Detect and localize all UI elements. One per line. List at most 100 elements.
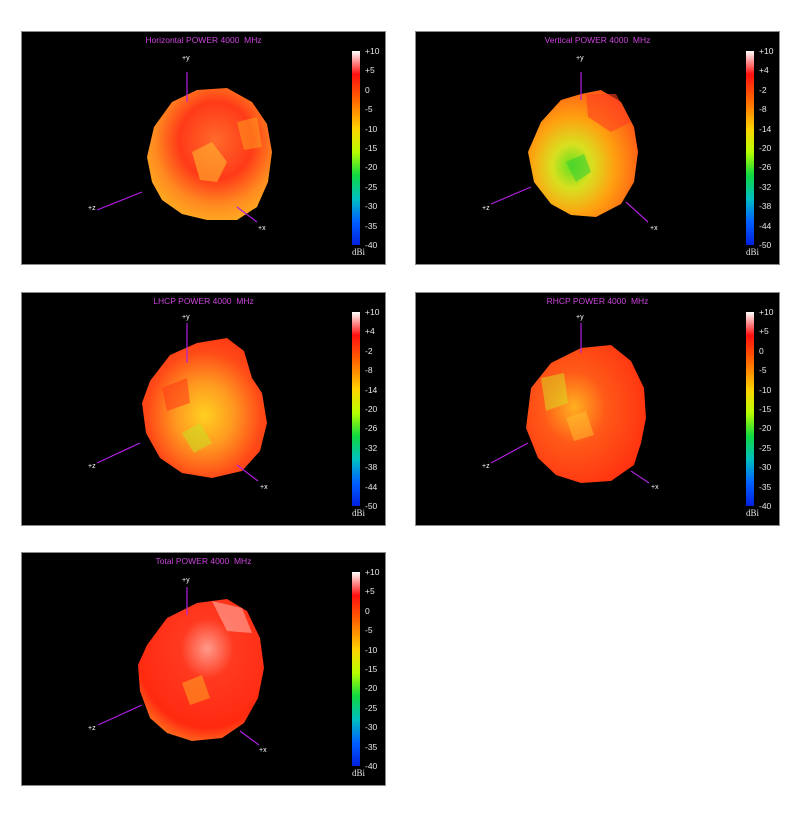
x-axis-line [625, 201, 649, 223]
colorbar-tick: -35 [759, 482, 772, 492]
colorbar-tick: -25 [365, 703, 378, 713]
panel-vertical: Vertical POWER 4000 MHz +y +z +x +10 +4 … [415, 31, 780, 265]
colorbar-tick: -15 [365, 664, 378, 674]
z-axis-line [96, 191, 143, 211]
colorbar-tick: -35 [365, 221, 378, 231]
pattern-highlight [212, 601, 252, 633]
colorbar-tick: -38 [759, 201, 772, 211]
x-axis-line [630, 470, 650, 484]
colorbar-tick: -10 [759, 385, 772, 395]
pattern-highlight [182, 423, 212, 453]
z-axis-label: +z [482, 463, 490, 470]
colorbar-tick: -32 [759, 182, 772, 192]
colorbar-tick: -26 [365, 423, 378, 433]
colorbar-tick: -15 [365, 143, 378, 153]
pattern-surface [142, 338, 267, 478]
colorbar-tick: -5 [365, 104, 373, 114]
colorbar-unit: dBi [352, 768, 366, 778]
y-axis-label: +y [182, 577, 190, 584]
colorbar-unit: dBi [746, 508, 760, 518]
y-axis-label: +y [182, 314, 190, 321]
pattern-highlight [566, 411, 594, 441]
colorbar-tick: -44 [759, 221, 772, 231]
colorbar-tick: -38 [365, 462, 378, 472]
colorbar [352, 312, 360, 506]
pattern-highlight [566, 154, 591, 182]
colorbar-tick: -44 [365, 482, 378, 492]
colorbar-tick: -40 [759, 501, 772, 511]
y-axis-label: +y [576, 314, 584, 321]
panel-lhcp: LHCP POWER 4000 MHz +y +z +x +10 +4 -2 -… [21, 292, 386, 526]
colorbar-tick: +4 [365, 326, 375, 336]
colorbar-tick: -10 [365, 645, 378, 655]
colorbar-tick: +4 [759, 65, 769, 75]
colorbar-tick: -5 [759, 365, 767, 375]
panel-total: Total POWER 4000 MHz +y +z +x +10 +5 0 -… [21, 552, 386, 786]
pattern-highlight [237, 117, 262, 150]
pattern-highlight [541, 373, 568, 411]
colorbar-tick: -15 [759, 404, 772, 414]
colorbar-tick: -20 [759, 143, 772, 153]
colorbar-tick: -50 [365, 501, 378, 511]
colorbar-tick: +5 [365, 65, 375, 75]
colorbar-tick: -2 [365, 346, 373, 356]
colorbar-tick: 0 [759, 346, 764, 356]
colorbar-unit: dBi [746, 247, 760, 257]
colorbar-tick: -50 [759, 240, 772, 250]
colorbar [352, 572, 360, 766]
x-axis-label: +x [260, 484, 268, 491]
colorbar-tick: -25 [365, 182, 378, 192]
x-axis-label: +x [258, 225, 266, 232]
panel-horizontal: Horizontal POWER 4000 MHz +y +z +x +10 +… [21, 31, 386, 265]
colorbar-tick: -20 [365, 162, 378, 172]
panel-rhcp: RHCP POWER 4000 MHz +y +z +x +10 +5 0 -5… [415, 292, 780, 526]
panel-title: Vertical POWER 4000 MHz [544, 35, 651, 45]
x-axis-line [236, 464, 259, 482]
colorbar-tick: -8 [759, 104, 767, 114]
z-axis-label: +z [88, 725, 96, 732]
colorbar [746, 312, 754, 506]
colorbar-unit: dBi [352, 508, 366, 518]
colorbar-tick: -8 [365, 365, 373, 375]
pattern-3d: +y +z +x [88, 314, 268, 491]
colorbar-tick: -5 [365, 625, 373, 635]
x-axis-label: +x [651, 484, 659, 491]
colorbar-tick: -32 [365, 443, 378, 453]
colorbar-tick: +10 [759, 46, 774, 56]
pattern-highlight [182, 675, 210, 705]
panel-title: Total POWER 4000 MHz [155, 556, 252, 566]
panel-title: LHCP POWER 4000 MHz [153, 296, 254, 306]
colorbar-tick: -30 [759, 462, 772, 472]
colorbar-tick: +10 [365, 46, 380, 56]
colorbar-tick: +10 [759, 307, 774, 317]
x-axis-line [239, 730, 260, 746]
x-axis-label: +x [259, 747, 267, 754]
pattern-surface [138, 599, 264, 741]
colorbar-unit: dBi [352, 247, 366, 257]
z-axis-line [490, 442, 529, 464]
colorbar-tick: -30 [365, 722, 378, 732]
pattern-3d: +y +z +x [482, 314, 659, 491]
colorbar-tick: -20 [365, 404, 378, 414]
colorbar-tick: 0 [365, 606, 370, 616]
colorbar-tick: +10 [365, 307, 380, 317]
colorbar-tick: -10 [365, 124, 378, 134]
colorbar [746, 51, 754, 245]
colorbar-tick: -40 [365, 761, 378, 771]
pattern-highlight [192, 142, 227, 182]
pattern-highlight [586, 94, 631, 132]
pattern-3d: +y +z +x [482, 55, 658, 232]
colorbar-tick: 0 [365, 85, 370, 95]
colorbar-tick: -20 [365, 683, 378, 693]
colorbar-tick: -14 [759, 124, 772, 134]
z-axis-line [490, 186, 532, 205]
colorbar-tick: -2 [759, 85, 767, 95]
pattern-3d: +y +z +x [88, 577, 267, 754]
colorbar-tick: -25 [759, 443, 772, 453]
x-axis-label: +x [650, 225, 658, 232]
panel-title: Horizontal POWER 4000 MHz [145, 35, 262, 45]
z-axis-line [97, 704, 143, 726]
colorbar-tick: +10 [365, 567, 380, 577]
colorbar-tick: -20 [759, 423, 772, 433]
colorbar-tick: -30 [365, 201, 378, 211]
